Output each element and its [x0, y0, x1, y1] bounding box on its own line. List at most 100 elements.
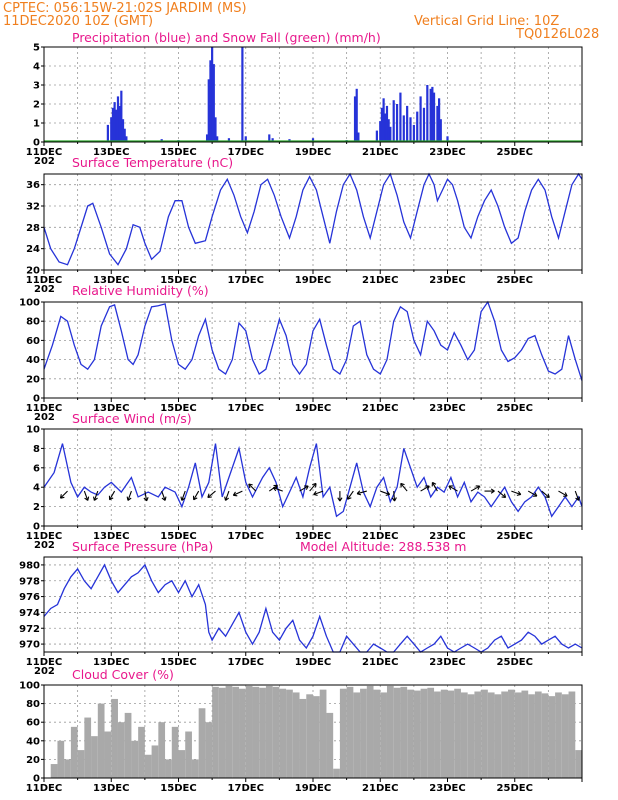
precip-bar [353, 96, 357, 142]
wind-arrow-shaft [511, 490, 521, 496]
temp-xtick-label: 15DEC [160, 275, 196, 286]
cloud-bar [124, 712, 132, 778]
wind-arrow-shaft [347, 490, 354, 500]
rh-xtick-label: 23DEC [429, 403, 465, 414]
cloud-bar [386, 685, 394, 778]
wind-arrow-head [356, 490, 362, 496]
wind-arrow-head [143, 497, 149, 502]
cloud-bar [561, 694, 569, 778]
wind-arrow-shaft [109, 490, 116, 501]
wind-arrow-head [431, 481, 437, 487]
wind-arrow-shaft [181, 490, 186, 501]
pressure-year-fragment: 202 [34, 666, 55, 677]
cloud-bar [198, 708, 206, 778]
cloud-xtick-label: 25DEC [497, 783, 533, 794]
wind-arrow-shaft [558, 490, 568, 497]
temp-panel: 20 24 28 32 36 11DEC 13DEC 15DEC 17DEC 19DEC 21DEC… [26, 172, 583, 295]
wind-arrow-shaft [83, 490, 89, 501]
cloud-bar [487, 692, 495, 778]
precip-bar [406, 105, 409, 142]
header-station: CPTEC: 056:15W-21:02S JARDIM (MS) [3, 1, 247, 16]
wind-arrow-shaft [309, 483, 317, 492]
wind-arrow-shaft [193, 490, 200, 501]
precip-bar [110, 117, 113, 142]
rh-ytick-label: 0 [33, 394, 40, 405]
precip-bar [268, 134, 271, 142]
cloud-bar [279, 688, 287, 778]
precip-bar [422, 107, 426, 142]
precip-ytick-label: 4 [33, 62, 40, 73]
cloud-bar [104, 731, 112, 778]
wind-arrow-shaft [356, 490, 367, 495]
cloud-bar [373, 689, 381, 778]
wind-arrow-shaft [527, 490, 538, 497]
pressure-xtick-label: 15DEC [160, 657, 196, 668]
wind-panel: 0 2 4 6 8 10 11DEC 13DEC 15DEC 17DEC 19DEC 21DEC 23D… [26, 425, 583, 551]
precip-bar [115, 109, 118, 142]
cloud-panel-title: Cloud Cover (%) [72, 667, 174, 682]
pressure-ytick-label: 980 [19, 560, 40, 571]
cloud-ytick-label: 60 [26, 718, 40, 729]
cloud-ytick-label: 100 [19, 681, 40, 692]
precip-bar [120, 90, 123, 142]
cloud-bar [494, 694, 502, 778]
cloud-bar [521, 690, 529, 778]
cloud-bar [306, 694, 313, 778]
precip-bar [205, 134, 209, 142]
wind-year-fragment: 202 [34, 540, 55, 551]
wind-xtick-label: 25DEC [497, 531, 533, 542]
rh-xtick-label: 19DEC [295, 403, 331, 414]
cloud-bar [151, 745, 159, 778]
precip-bar [384, 113, 387, 142]
precip-bar [241, 47, 244, 142]
wind-arrow-shaft [207, 490, 216, 498]
precip-ytick-label: 2 [33, 100, 40, 111]
rh-xtick-label: 15DEC [160, 403, 196, 414]
temp-xtick-label: 19DEC [295, 275, 331, 286]
cloud-bar [245, 685, 253, 778]
cloud-bar [440, 689, 448, 778]
precip-bar [437, 98, 441, 142]
cloud-xtick-label: 21DEC [362, 783, 398, 794]
temp-xtick-label: 25DEC [497, 275, 533, 286]
precip-bar [379, 121, 382, 142]
precip-bar [426, 85, 429, 142]
cloud-bar [64, 759, 71, 778]
wind-arrow-head [575, 496, 581, 501]
wind-arrow-shaft [273, 487, 283, 492]
pressure-ytick-label: 974 [19, 608, 40, 619]
cloud-ytick-label: 20 [26, 755, 40, 766]
wind-arrow-head [108, 495, 114, 501]
precip-xtick-label: 25DEC [497, 147, 533, 158]
precip-ytick-label: 3 [33, 81, 40, 92]
temp-xtick-label: 11DEC [26, 275, 62, 286]
wind-arrow-head [313, 490, 318, 496]
cloud-bar [460, 692, 468, 778]
precip-bar [209, 60, 212, 142]
precip-ytick-label: 1 [33, 119, 40, 130]
precip-bar [111, 107, 115, 142]
rh-ytick-label: 60 [26, 336, 40, 347]
precip-year-fragment: 202 [34, 156, 55, 167]
precip-bar [409, 117, 412, 142]
cloud-bar [144, 754, 152, 778]
pressure-ytick-label: 976 [19, 592, 40, 603]
wind-arrow-head [501, 493, 507, 499]
precip-bar [416, 111, 419, 142]
precip-xtick-label: 15DEC [160, 147, 196, 158]
wind-arrow-head [59, 494, 65, 499]
pressure-xtick-label: 13DEC [93, 657, 129, 668]
cloud-bar [111, 698, 118, 778]
wind-frame [43, 428, 583, 527]
wind-arrow-head [312, 482, 317, 488]
wind-arrow-head [192, 495, 198, 501]
precip-bar [402, 115, 405, 142]
pressure-ytick-label: 970 [19, 640, 40, 651]
cloud-bar [501, 691, 509, 778]
pressure-xtick-label: 25DEC [497, 657, 533, 668]
cloud-xtick-label: 15DEC [160, 783, 196, 794]
precip-bar [355, 88, 358, 142]
precip-bar [431, 86, 434, 142]
wind-xtick-label: 21DEC [362, 531, 398, 542]
wind-arrow-shaft [541, 490, 550, 498]
